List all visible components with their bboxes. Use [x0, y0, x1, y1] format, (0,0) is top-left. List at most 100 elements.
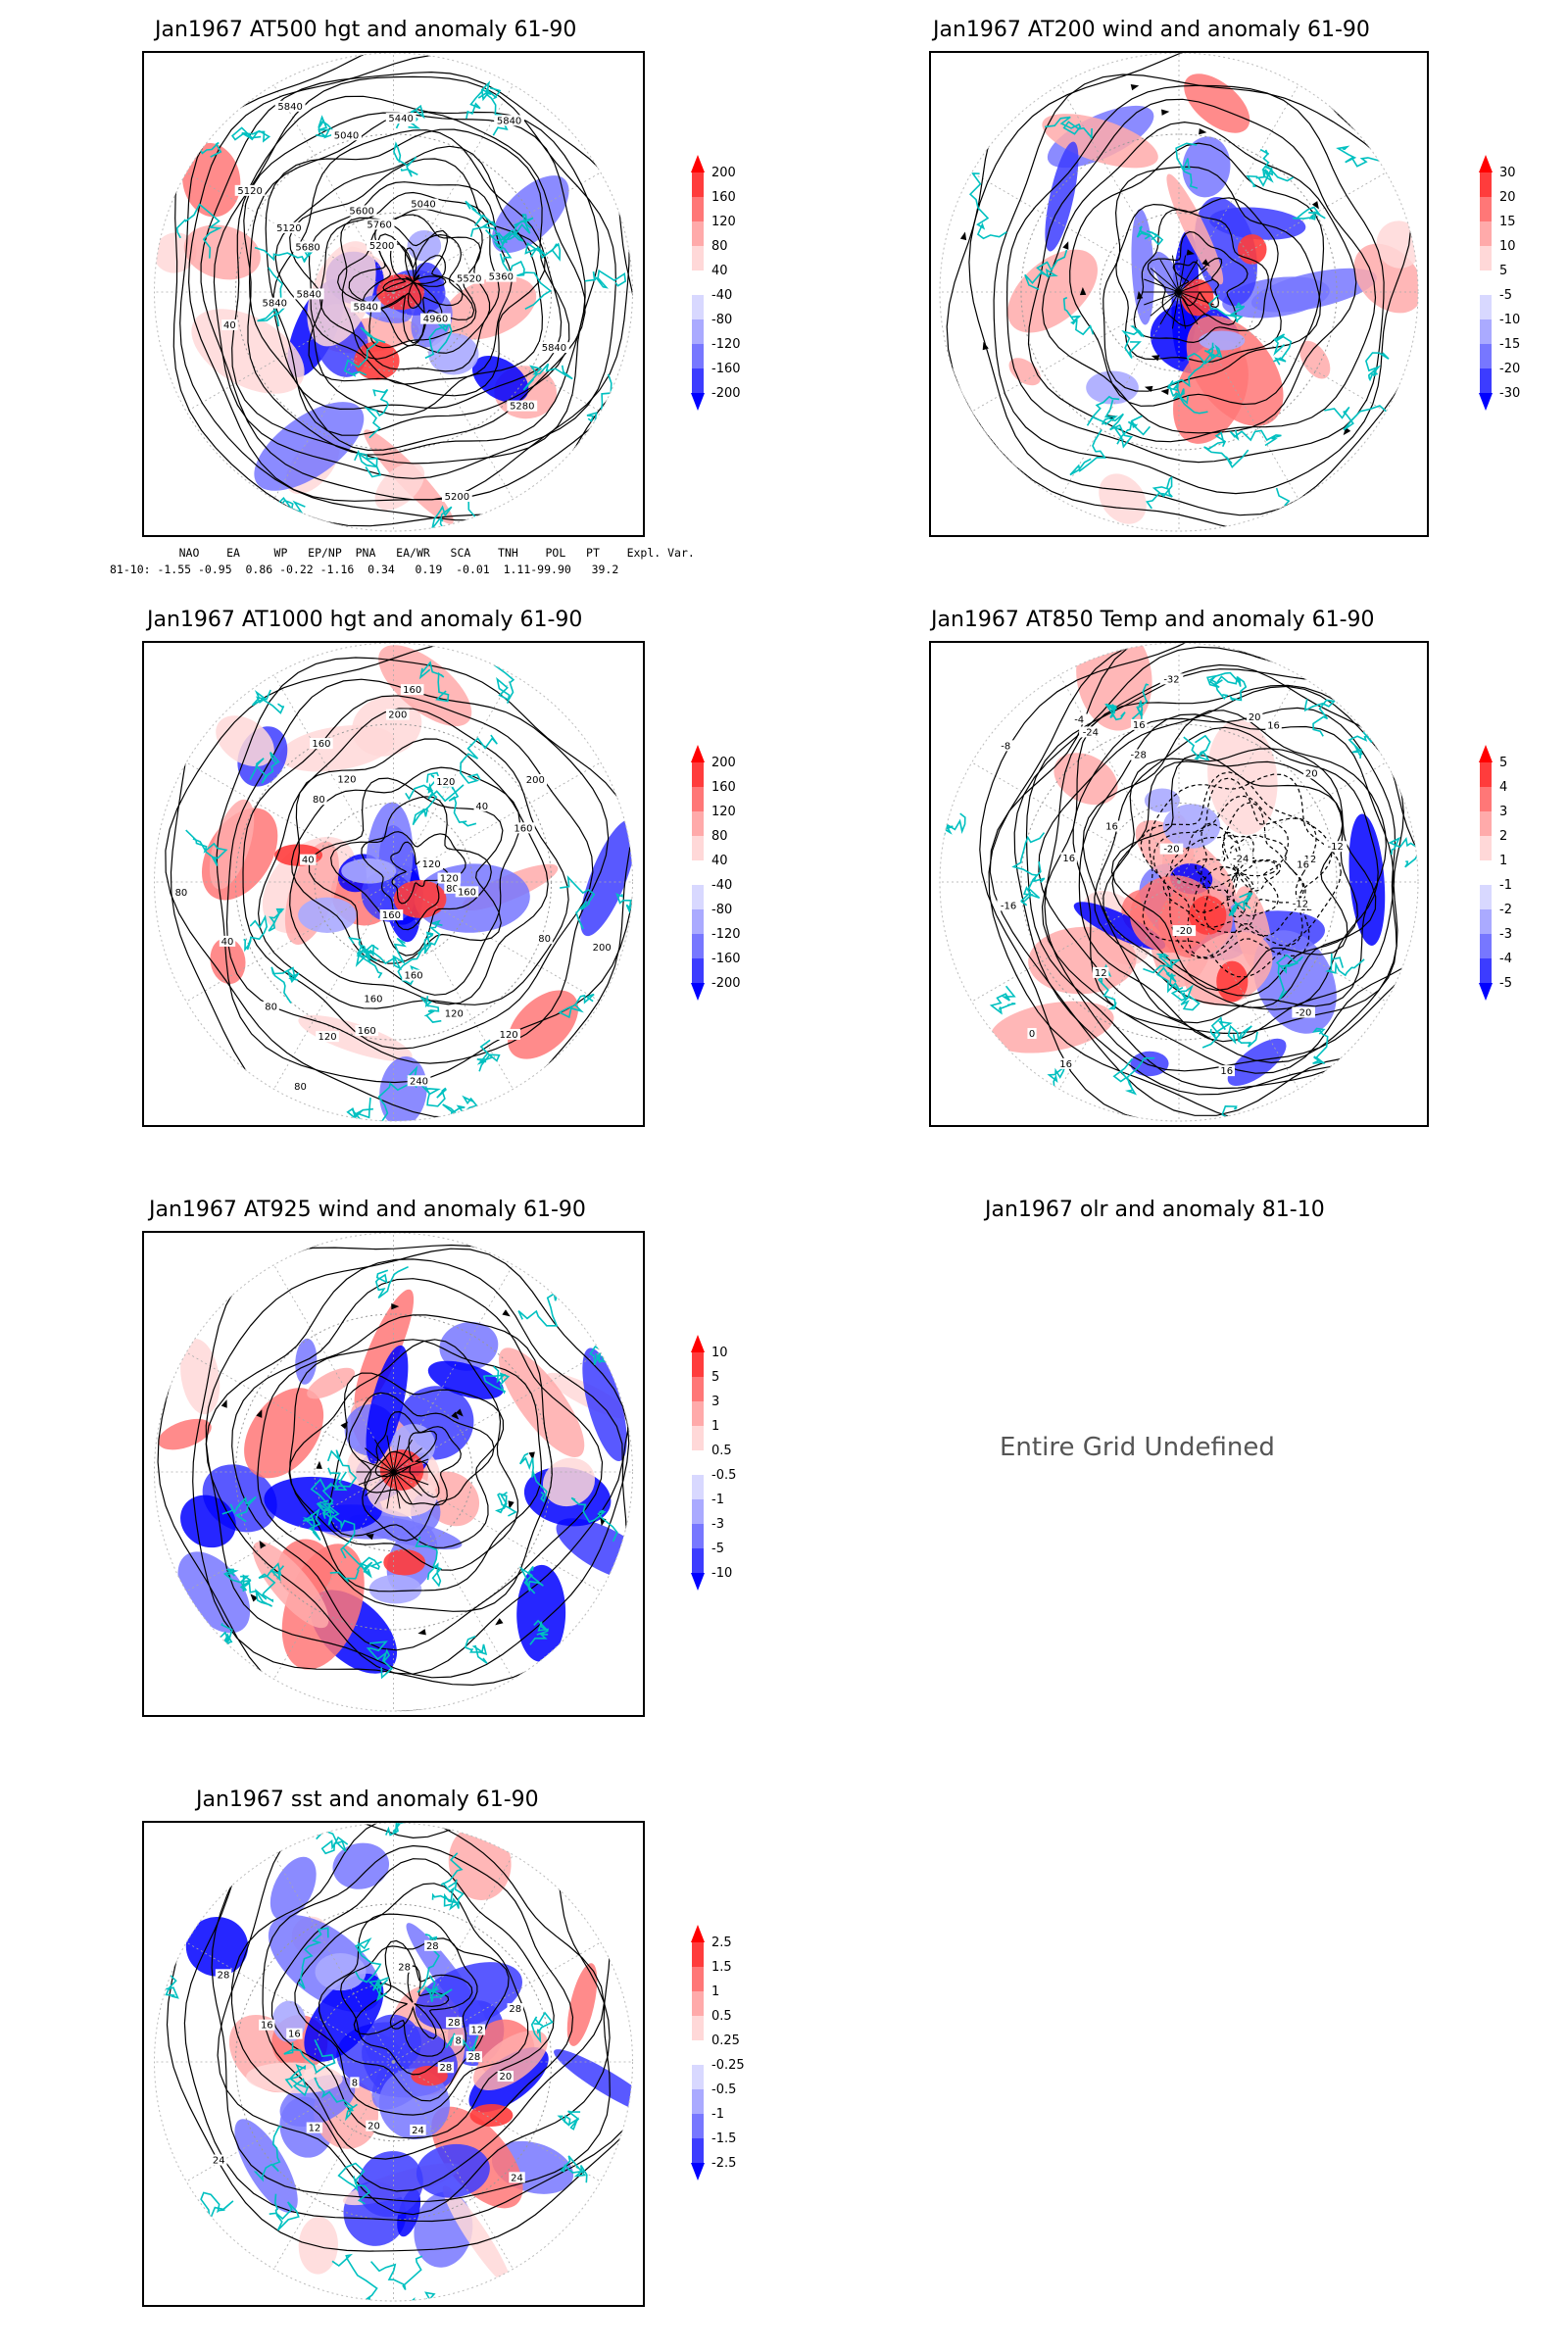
contour-label: 120 [318, 1032, 336, 1043]
contour-line [289, 738, 549, 1005]
anomaly-region [990, 1001, 1114, 1054]
colorbar-label: 80 [711, 239, 728, 254]
anomaly-region [566, 1963, 598, 2046]
coastline [170, 1874, 197, 1903]
contour-label-bg [1229, 853, 1252, 864]
panel3-map: 80 120 120 160 160 200 160 80 40 40 80 120 120 80 40 20… [142, 641, 645, 1127]
polar-wind-line [393, 1471, 422, 1496]
colorbar-cell [1480, 958, 1492, 983]
colorbar-label: 5 [1499, 264, 1508, 278]
contour-label: 20 [1305, 768, 1318, 779]
contour-line [993, 74, 1412, 495]
colorbar-cell [1480, 811, 1492, 836]
coastline [1166, 379, 1208, 415]
longitude-line [185, 1941, 394, 2063]
coastline [940, 812, 966, 837]
contour-label-bg [437, 2062, 455, 2074]
contour-line [288, 1339, 519, 1571]
contour-label-bg [350, 301, 381, 313]
anomaly-region [508, 990, 579, 1059]
colorbar-label: -160 [711, 362, 741, 376]
contour-label-bg [424, 1939, 441, 1951]
colorbar-cell [692, 172, 704, 197]
contour-label-bg [1265, 719, 1282, 731]
colorbar-label: -3 [711, 1517, 724, 1532]
wind-arrow [340, 1421, 349, 1430]
panel1-polar-plot: 5840 40 5120 5040 5200 4960 5040 5120 5200 5280 53… [154, 53, 633, 532]
coastline [560, 2155, 588, 2183]
contour-label: 160 [514, 823, 532, 834]
coastline [1175, 142, 1199, 189]
coastline [1379, 706, 1399, 761]
coastline [493, 658, 515, 704]
contour-label-bg [1246, 710, 1263, 722]
colorbar-label: -80 [711, 903, 733, 917]
contour-label-bg [1289, 898, 1312, 909]
contour-line [1219, 845, 1257, 899]
coastline [314, 2077, 358, 2122]
contour-label: 160 [358, 1026, 376, 1037]
contour-label: 16 [1267, 720, 1280, 731]
coastline [522, 363, 573, 391]
coastline [253, 2126, 282, 2182]
contour-label: 20 [368, 2122, 380, 2132]
anomaly-region [374, 462, 425, 511]
polar-wind-line [386, 1435, 394, 1473]
wind-arrow [451, 1411, 460, 1420]
longitude-line [1178, 674, 1299, 883]
anomaly-region [378, 2068, 450, 2140]
colorbar-cell [1480, 344, 1492, 368]
contour-label: -20 [1296, 1008, 1311, 1019]
contour-label-bg [1131, 718, 1148, 730]
colorbar-label: 40 [711, 854, 728, 868]
contour-label: 28 [398, 1963, 411, 1974]
contour-label: 16 [1059, 1059, 1072, 1070]
colorbar-cell [692, 1352, 704, 1377]
wind-arrow [508, 1500, 514, 1509]
contour-label: -4 [1074, 714, 1084, 725]
contour-label: -8 [1001, 741, 1010, 752]
colorbar-label: -10 [1499, 313, 1521, 327]
contour-label: 12 [1095, 968, 1107, 979]
coastline [343, 326, 386, 377]
contour-line [205, 1258, 623, 1675]
colorbar-label: -40 [711, 288, 733, 303]
coastline [368, 937, 408, 971]
contour-line [289, 158, 546, 397]
contour-label-bg [507, 400, 538, 412]
map-boundary [154, 53, 633, 532]
colorbar-label: 0.5 [711, 1444, 732, 1458]
contour-label: 16 [1105, 822, 1118, 833]
coastline [284, 2064, 310, 2097]
contour-label: -32 [1163, 674, 1179, 685]
contour-label-bg [466, 2051, 483, 2063]
contour-label: 20 [499, 2072, 512, 2082]
coastline [1121, 325, 1145, 359]
coastline [485, 86, 509, 136]
contour-label-bg [273, 221, 305, 233]
anomaly-region [415, 1962, 523, 2030]
contour-label: 5120 [237, 186, 262, 197]
contour-label-bg [286, 2028, 303, 2039]
polar-wind-line [374, 1471, 394, 1505]
contour-line [1072, 707, 1397, 1035]
contour-label: 8 [456, 2035, 462, 2046]
longitude-line [1058, 84, 1180, 293]
contour-label: 120 [440, 874, 459, 885]
coastline [1020, 860, 1042, 906]
colorbar-label: 120 [711, 215, 736, 229]
polar-wind-line [1171, 255, 1180, 293]
contour-line [308, 777, 504, 964]
coastline [200, 2191, 234, 2219]
coastline [968, 172, 1007, 240]
contour-label-bg [523, 773, 548, 785]
anomaly-region [307, 1367, 356, 1399]
colorbar-label: -0.25 [711, 2058, 745, 2073]
panel4-polar-plot: 1612121616-12-20-32-20-28-24-24-20-16-12… [939, 643, 1419, 1122]
colorbar-label: 1 [1499, 854, 1508, 868]
coastline [1257, 166, 1295, 187]
polar-wind-line [393, 1458, 429, 1473]
colorbar-label: 1 [711, 1984, 720, 1999]
coastline [464, 1635, 488, 1664]
coastline [460, 734, 498, 784]
